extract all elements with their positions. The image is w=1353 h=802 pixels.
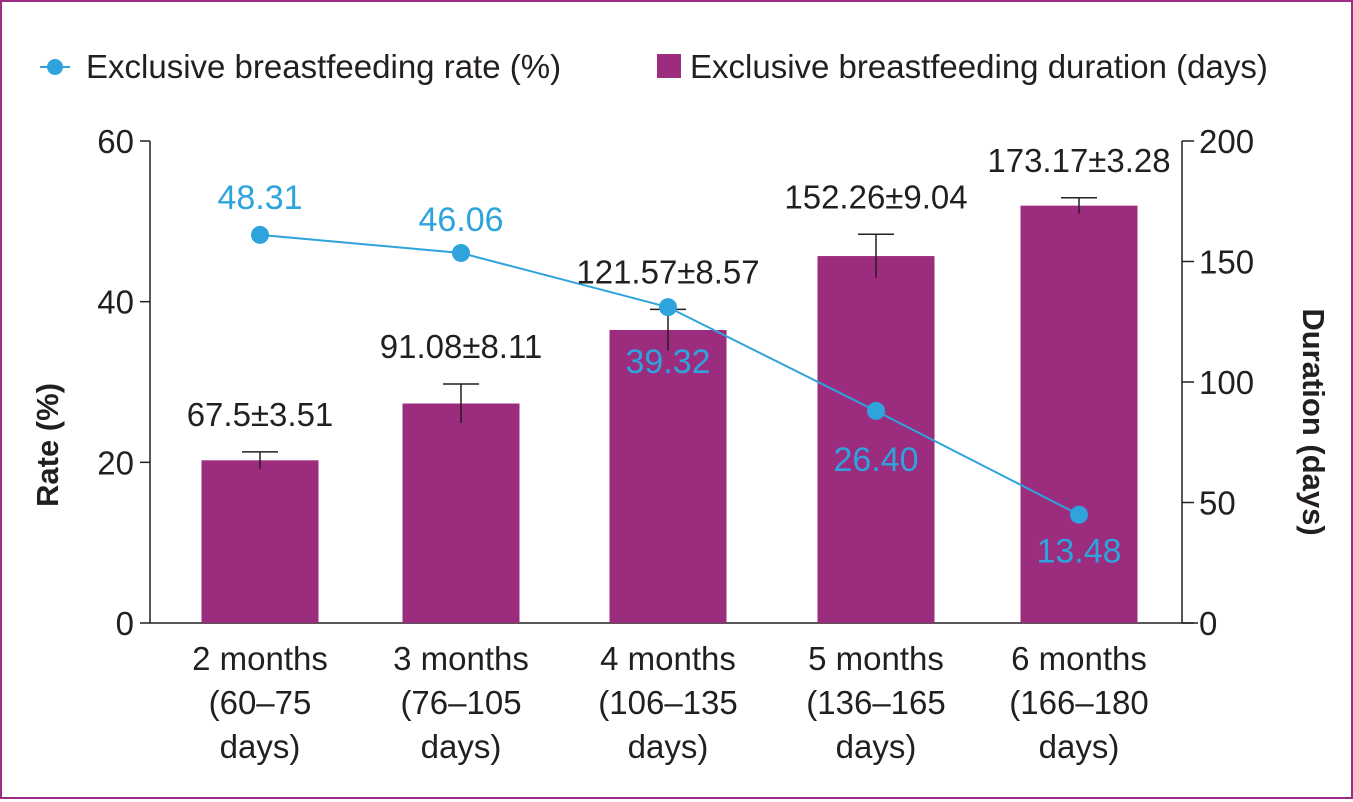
- left-tick-label: 0: [116, 605, 134, 642]
- rate-label: 13.48: [1036, 533, 1121, 571]
- right-tick-label: 0: [1199, 605, 1217, 642]
- category-label: 5 months: [808, 640, 944, 677]
- duration-label: 91.08±8.11: [380, 328, 542, 365]
- duration-label: 67.5±3.51: [187, 396, 334, 433]
- left-tick-label: 40: [97, 284, 134, 321]
- legend-duration-swatch: [657, 54, 681, 78]
- duration-bar: [402, 403, 520, 623]
- category-label: 3 months: [393, 640, 529, 677]
- right-tick-label: 50: [1199, 485, 1236, 522]
- rate-point: [251, 225, 269, 244]
- rate-label: 39.32: [625, 343, 710, 381]
- duration-bar: [609, 330, 727, 623]
- legend-rate-label: Exclusive breastfeeding rate (%): [86, 48, 561, 85]
- category-label: days): [421, 728, 502, 765]
- left-axis-title: Rate (%): [30, 383, 65, 507]
- duration-label: 173.17±3.28: [987, 142, 1170, 179]
- category-label: 4 months: [600, 640, 736, 677]
- rate-point: [452, 243, 470, 262]
- duration-label: 152.26±9.04: [784, 178, 967, 215]
- axes: 0 20 40 60 0 50 100 150 200: [97, 123, 1254, 642]
- data-labels: 67.5±3.51 91.08±8.11 121.57±8.57 152.26±9.0…: [187, 142, 1171, 571]
- rate-label: 26.40: [833, 441, 918, 479]
- left-tick-label: 20: [97, 444, 134, 481]
- category-label: (136–165: [806, 684, 945, 721]
- rate-label: 46.06: [418, 201, 503, 239]
- category-label: (106–135: [598, 684, 737, 721]
- category-label: 2 months: [192, 640, 328, 677]
- rate-point: [1070, 505, 1088, 524]
- left-tick-label: 60: [97, 123, 134, 160]
- duration-label: 121.57±8.57: [576, 253, 759, 290]
- category-label: days): [836, 728, 917, 765]
- category-label: days): [220, 728, 301, 765]
- rate-point: [659, 298, 677, 317]
- category-labels: 2 months (60–75 days) 3 months (76–105 days) 4…: [192, 640, 1149, 765]
- right-tick-label: 100: [1199, 364, 1254, 401]
- right-tick-label: 150: [1199, 244, 1254, 281]
- legend: Exclusive breastfeeding rate (%) Exclusi…: [40, 48, 1268, 85]
- right-axis-title: Duration (days): [1296, 308, 1331, 535]
- category-label: (60–75: [209, 684, 312, 721]
- legend-duration-label: Exclusive breastfeeding duration (days): [690, 48, 1268, 85]
- category-label: days): [1039, 728, 1120, 765]
- duration-bar: [817, 256, 935, 623]
- category-label: 6 months: [1011, 640, 1147, 677]
- rate-series: [251, 225, 1088, 524]
- category-label: (76–105: [400, 684, 521, 721]
- category-label: (166–180: [1009, 684, 1148, 721]
- right-tick-label: 200: [1199, 123, 1254, 160]
- bars: [201, 197, 1138, 624]
- duration-bar: [201, 460, 319, 623]
- category-label: days): [628, 728, 709, 765]
- duration-bar: [1020, 205, 1138, 624]
- legend-rate-marker: [47, 59, 63, 75]
- rate-point: [867, 401, 885, 420]
- rate-label: 48.31: [217, 179, 302, 217]
